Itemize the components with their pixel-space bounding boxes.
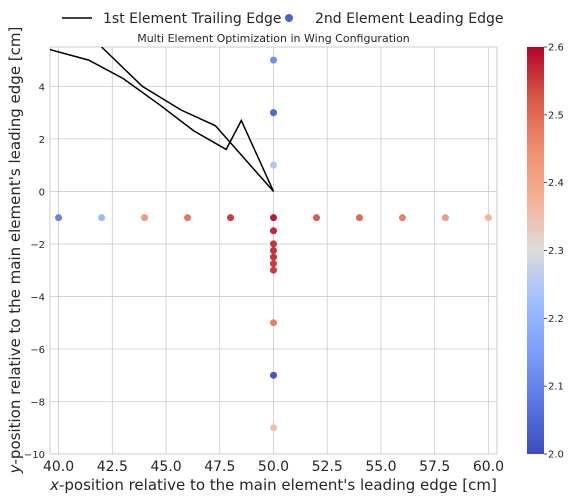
axes-ticks: 40.0 42.5 45.0 47.5 50.0 52.5 55.0 57.5 60.0 −10 −… [24,82,504,475]
x-tick-label: 45.0 [150,459,181,475]
y-axis-label: y-position relative to the main element'… [6,27,24,475]
scatter-point [270,161,277,169]
x-tick-label: 40.0 [43,459,74,475]
x-axis-label: x-position relative to the main element'… [49,476,497,494]
x-tick-label: 57.5 [419,459,450,475]
y-tick-label: −10 [24,450,45,461]
y-tick-label: 2 [39,135,45,146]
scatter-point [441,214,449,222]
scatter-point [98,214,106,222]
y-tick-label: 0 [39,187,45,198]
colorbar-ticks: 2.0 2.1 2.2 2.3 2.4 2.5 2.6 [544,43,564,461]
colorbar-gradient [527,47,544,454]
plot-area [50,47,492,432]
x-tick-label: 55.0 [365,459,396,475]
trailing-edge-line [50,48,275,192]
scatter-point [270,253,277,261]
y-axis-label-rest: -position relative to the main element's… [6,27,24,465]
scatter-point [270,371,277,379]
colorbar-tick-label: 2.1 [548,382,564,393]
scatter-point [270,319,277,327]
scatter-point [270,424,277,432]
x-axis-label-rest: -position relative to the main element's… [59,476,497,494]
legend: 1st Element Trailing Edge 2nd Element Le… [62,11,504,27]
colorbar-tick-label: 2.0 [548,450,564,461]
scatter-point [270,247,277,254]
scatter-point [355,214,363,222]
colorbar-tick-label: 2.6 [548,43,564,54]
colorbar-tick-label: 2.2 [548,314,564,325]
x-tick-label: 42.5 [97,459,128,475]
scatter-point [270,227,277,235]
scatter-point [141,214,149,222]
scatter-point [270,109,277,117]
x-tick-label: 60.0 [473,459,504,475]
x-tick-label: 50.0 [258,459,289,475]
scatter-point [398,214,406,222]
chart-title: Multi Element Optimization in Wing Confi… [137,32,410,45]
colorbar-tick-label: 2.5 [548,110,564,121]
scatter-point [270,240,277,248]
scatter-point [184,214,192,222]
y-tick-label: −2 [30,240,45,251]
y-tick-label: −4 [30,292,45,303]
scatter-point [484,214,492,222]
scatter-point [312,214,320,222]
scatter-point [270,56,277,64]
colorbar-tick-label: 2.4 [548,178,564,189]
y-tick-label: 4 [39,82,45,93]
x-tick-label: 52.5 [312,459,343,475]
x-tick-label: 47.5 [204,459,235,475]
x-axis-label-var: x [49,476,59,494]
y-tick-label: −6 [30,345,45,356]
scatter-point [227,214,235,222]
colorbar: 2.0 2.1 2.2 2.3 2.4 2.5 2.6 [527,43,564,461]
colorbar-tick-label: 2.3 [548,246,564,257]
scatter-point [55,214,63,222]
scatter-point [270,266,277,274]
legend-label-leading-edge: 2nd Element Leading Edge [315,11,504,27]
legend-marker-swatch [285,14,293,22]
scatter-point [270,214,277,222]
scatter-point [270,260,277,268]
y-axis-label-var: y [6,463,24,474]
trailing-edge-line [101,47,275,192]
plot-frame [49,46,498,455]
legend-label-trailing-edge: 1st Element Trailing Edge [103,11,282,27]
y-tick-label: −8 [30,397,45,408]
